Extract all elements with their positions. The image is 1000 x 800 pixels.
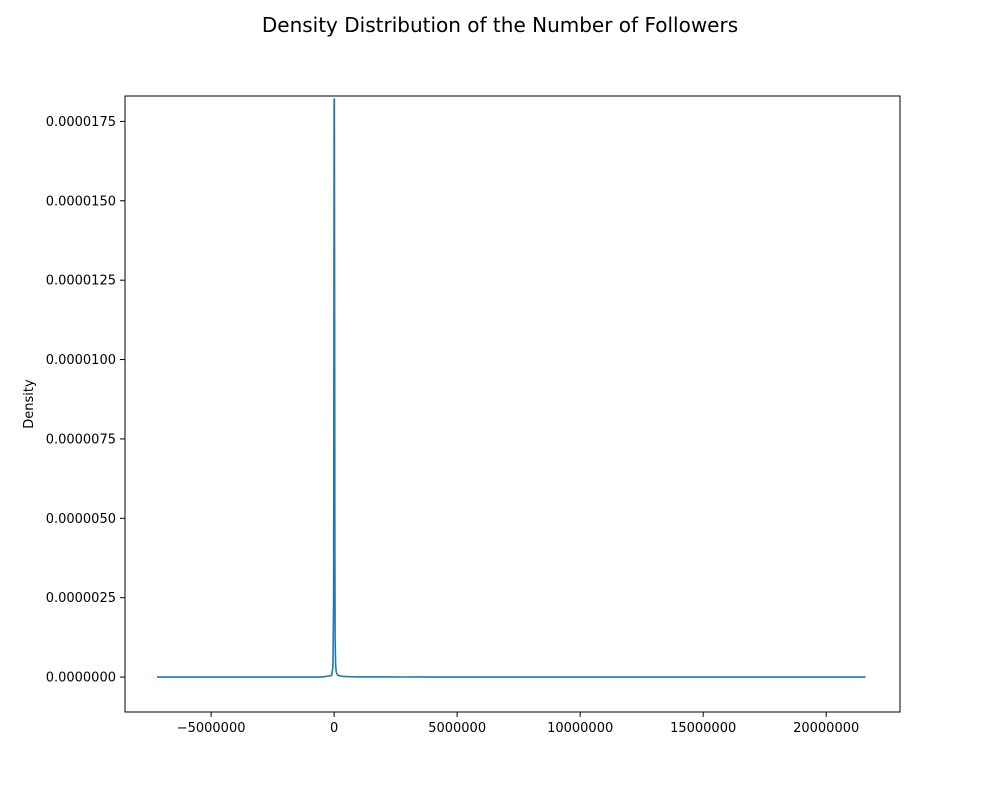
density-line — [156, 98, 866, 678]
y-tick-label: 0.0000000 — [46, 671, 116, 686]
y-tick-label: 0.0000025 — [46, 591, 116, 606]
y-tick-label: 0.0000125 — [46, 274, 116, 289]
x-tick-label: 5000000 — [428, 721, 486, 736]
y-axis: 0.0000000 0.0000025 0.0000050 0.0000075 0.00… — [46, 115, 125, 686]
y-tick-label: 0.0000100 — [46, 353, 116, 368]
plot-frame — [124, 95, 901, 713]
x-tick-label: −5000000 — [177, 721, 246, 736]
x-tick-label: 15000000 — [670, 721, 736, 736]
x-axis: −5000000 0 5000000 10000000 15000000 20000000 — [177, 712, 859, 736]
chart-title: Density Distribution of the Number of Fo… — [262, 13, 738, 37]
y-tick-label: 0.0000075 — [46, 432, 116, 447]
y-axis-label: Density — [22, 379, 37, 429]
x-tick-label: 10000000 — [547, 721, 613, 736]
plot-area — [124, 95, 901, 713]
y-tick-label: 0.0000150 — [46, 194, 116, 209]
y-tick-label: 0.0000050 — [46, 512, 116, 527]
x-tick-label: 0 — [330, 721, 338, 736]
y-tick-label: 0.0000175 — [46, 115, 116, 130]
x-tick-label: 20000000 — [793, 721, 859, 736]
